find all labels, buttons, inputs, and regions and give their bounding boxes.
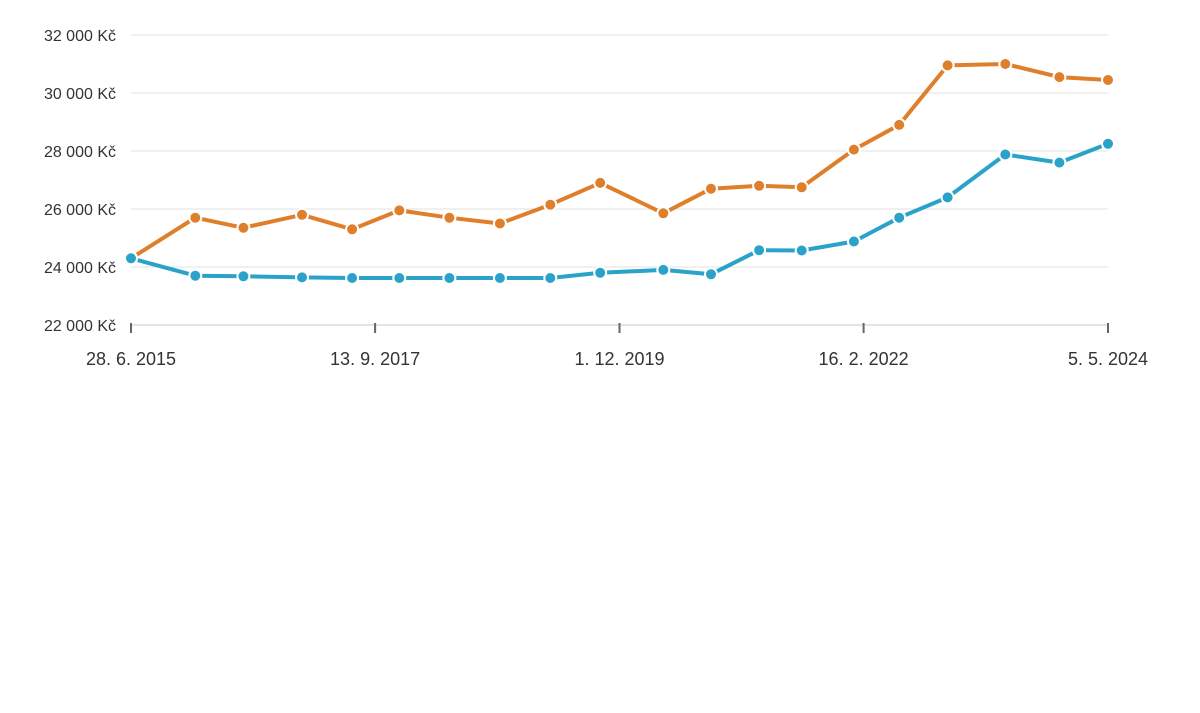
series-2-point[interactable] — [1052, 155, 1067, 170]
x-axis — [130, 323, 1109, 333]
series-1-point[interactable] — [998, 57, 1013, 71]
series-1-point[interactable] — [752, 178, 767, 193]
y-tick-label: 26 000 Kč — [44, 202, 116, 219]
series-lines — [129, 62, 1110, 280]
series-2-point[interactable] — [188, 268, 203, 283]
x-tick-label: 13. 9. 2017 — [330, 349, 420, 369]
series-2-point[interactable] — [846, 234, 861, 249]
series-1-point[interactable] — [593, 175, 608, 190]
x-axis-labels: 28. 6. 2015 13. 9. 2017 1. 12. 2019 16. 2. … — [86, 349, 1148, 369]
series-1-point[interactable] — [236, 220, 251, 235]
y-tick-label: 30 000 Kč — [44, 86, 116, 103]
series-1-point[interactable] — [442, 210, 457, 225]
series-2-point[interactable] — [392, 271, 407, 285]
series-1-line — [129, 62, 1110, 261]
series-2-point[interactable] — [236, 269, 251, 284]
series-1-point[interactable] — [892, 117, 907, 132]
y-axis-labels: 22 000 Kč 24 000 Kč 26 000 Kč 28 000 Kč 30 0… — [44, 28, 116, 335]
series-1-point[interactable] — [1052, 70, 1067, 85]
y-tick-label: 22 000 Kč — [44, 318, 116, 335]
x-tick-label: 1. 12. 2019 — [574, 349, 664, 369]
series-2-point[interactable] — [940, 190, 955, 205]
series-points — [124, 57, 1115, 285]
y-tick-label: 28 000 Kč — [44, 144, 116, 161]
y-tick-label: 24 000 Kč — [44, 260, 116, 277]
series-2-point[interactable] — [1101, 136, 1115, 151]
series-2-point[interactable] — [998, 147, 1013, 162]
series-2-point[interactable] — [124, 251, 138, 266]
x-tick-label: 16. 2. 2022 — [819, 349, 909, 369]
series-2-point[interactable] — [543, 271, 558, 285]
gridlines — [131, 34, 1108, 268]
x-tick-label: 28. 6. 2015 — [86, 349, 176, 369]
series-1-point[interactable] — [543, 197, 558, 212]
y-tick-label: 32 000 Kč — [44, 28, 116, 45]
series-2-point[interactable] — [794, 243, 809, 258]
series-1-point[interactable] — [295, 207, 309, 222]
series-1-point[interactable] — [392, 203, 407, 218]
series-2-point[interactable] — [656, 262, 671, 277]
series-1-point[interactable] — [846, 142, 861, 157]
series-2-point[interactable] — [593, 265, 608, 280]
series-2-line — [129, 141, 1110, 280]
series-2-point[interactable] — [704, 267, 718, 282]
series-1-point[interactable] — [794, 180, 809, 195]
series-2-point[interactable] — [752, 243, 767, 258]
series-1-point[interactable] — [704, 181, 718, 196]
series-1-point[interactable] — [940, 58, 955, 73]
series-1-point[interactable] — [188, 210, 203, 225]
series-1-point[interactable] — [656, 206, 671, 221]
x-tick-label: 5. 5. 2024 — [1068, 349, 1148, 369]
series-1-point[interactable] — [492, 216, 507, 231]
series-2-point[interactable] — [295, 270, 309, 285]
series-2-point[interactable] — [492, 271, 507, 285]
series-1-point[interactable] — [1101, 73, 1115, 87]
series-2-point[interactable] — [345, 271, 360, 285]
series-2-point[interactable] — [892, 210, 907, 225]
series-1-point[interactable] — [345, 222, 360, 237]
series-2-point[interactable] — [442, 271, 457, 285]
